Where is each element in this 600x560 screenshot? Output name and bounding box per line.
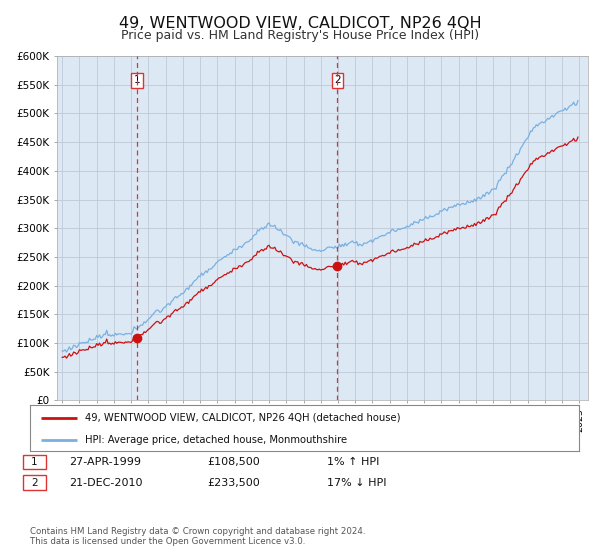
Text: 1% ↑ HPI: 1% ↑ HPI [327,457,379,467]
Text: Price paid vs. HM Land Registry's House Price Index (HPI): Price paid vs. HM Land Registry's House … [121,29,479,42]
Text: 49, WENTWOOD VIEW, CALDICOT, NP26 4QH: 49, WENTWOOD VIEW, CALDICOT, NP26 4QH [119,16,481,31]
Text: 27-APR-1999: 27-APR-1999 [69,457,141,467]
Text: 2: 2 [334,75,341,85]
Text: 17% ↓ HPI: 17% ↓ HPI [327,478,386,488]
Text: 1: 1 [133,75,140,85]
Text: 21-DEC-2010: 21-DEC-2010 [69,478,143,488]
Text: £233,500: £233,500 [207,478,260,488]
Text: 1: 1 [31,457,38,467]
Text: 2: 2 [31,478,38,488]
Text: HPI: Average price, detached house, Monmouthshire: HPI: Average price, detached house, Monm… [85,435,347,445]
Text: 49, WENTWOOD VIEW, CALDICOT, NP26 4QH (detached house): 49, WENTWOOD VIEW, CALDICOT, NP26 4QH (d… [85,413,400,423]
Text: Contains HM Land Registry data © Crown copyright and database right 2024.
This d: Contains HM Land Registry data © Crown c… [30,526,365,546]
Text: £108,500: £108,500 [207,457,260,467]
